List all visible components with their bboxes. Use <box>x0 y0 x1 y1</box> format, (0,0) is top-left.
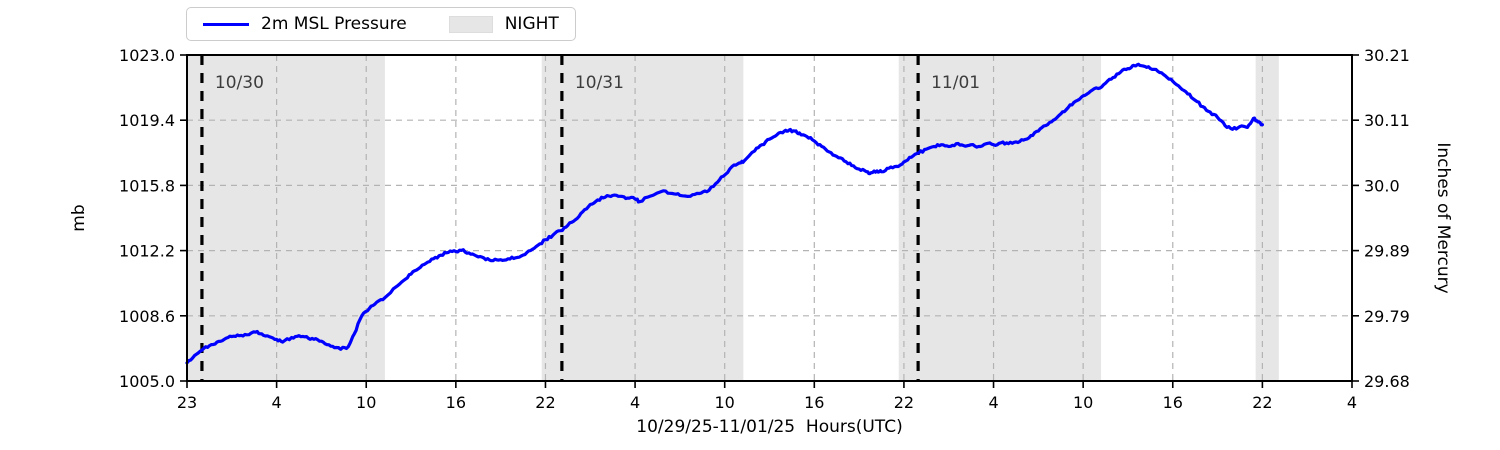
day-label: 11/01 <box>931 73 980 93</box>
y-tick-label-right: 30.21 <box>1364 46 1410 65</box>
x-tick-label: 23 <box>177 393 197 412</box>
night-region <box>187 55 385 381</box>
plot-border <box>186 54 1353 382</box>
legend-item-pressure: 2m MSL Pressure <box>203 13 407 34</box>
y-axis-label-left: mb <box>69 204 89 231</box>
pressure-line-swatch <box>203 22 249 26</box>
night-region <box>1255 55 1279 381</box>
y-tick-label-right: 29.68 <box>1364 372 1410 391</box>
x-tick-label: 16 <box>804 393 824 412</box>
y-tick-label-right: 29.79 <box>1364 307 1410 326</box>
y-tick-label-right: 30.0 <box>1364 176 1400 195</box>
day-label: 10/31 <box>575 73 624 93</box>
x-tick-label: 10 <box>715 393 735 412</box>
y-tick-label-left: 1015.8 <box>119 176 175 195</box>
x-tick-label: 16 <box>446 393 466 412</box>
x-tick-label: 16 <box>1163 393 1183 412</box>
day-marker-layer: 10/30 10/31 11/01 <box>200 55 980 381</box>
y-tick-label-right: 30.11 <box>1364 111 1410 130</box>
pressure-line <box>185 62 1265 365</box>
day-label: 10/30 <box>215 73 264 93</box>
x-tick-label: 22 <box>535 393 555 412</box>
legend: 2m MSL Pressure NIGHT <box>186 7 576 41</box>
y-tick-label-left: 1019.4 <box>119 111 175 130</box>
x-tick-label: 22 <box>894 393 914 412</box>
night-region <box>541 55 744 381</box>
y-tick-label-left: 1005.0 <box>119 372 175 391</box>
x-tick-label: 4 <box>1347 393 1357 412</box>
x-tick-label: 10 <box>356 393 376 412</box>
x-tick-label: 10 <box>1073 393 1093 412</box>
y-axis-label-right: Inches of Mercury <box>1433 142 1453 293</box>
y-tick-label-right: 29.89 <box>1364 242 1410 261</box>
axes-layer: 1023.0 30.21 1019.4 30.11 1015.8 30.0 1012.2 29… <box>119 46 1410 412</box>
x-tick-label: 4 <box>630 393 640 412</box>
y-tick-label-left: 1008.6 <box>119 307 175 326</box>
legend-item-night: NIGHT <box>448 13 559 34</box>
x-tick-label: 22 <box>1252 393 1272 412</box>
x-axis-label: 10/29/25-11/01/25 Hours(UTC) <box>636 417 903 437</box>
legend-label-night: NIGHT <box>504 13 559 34</box>
x-tick-label: 4 <box>272 393 282 412</box>
night-patch-swatch <box>448 15 493 33</box>
pressure-line-layer <box>185 62 1265 365</box>
y-tick-label-left: 1023.0 <box>119 46 175 65</box>
y-tick-label-left: 1012.2 <box>119 242 175 261</box>
x-tick-label: 4 <box>988 393 998 412</box>
legend-label-pressure: 2m MSL Pressure <box>261 13 407 34</box>
